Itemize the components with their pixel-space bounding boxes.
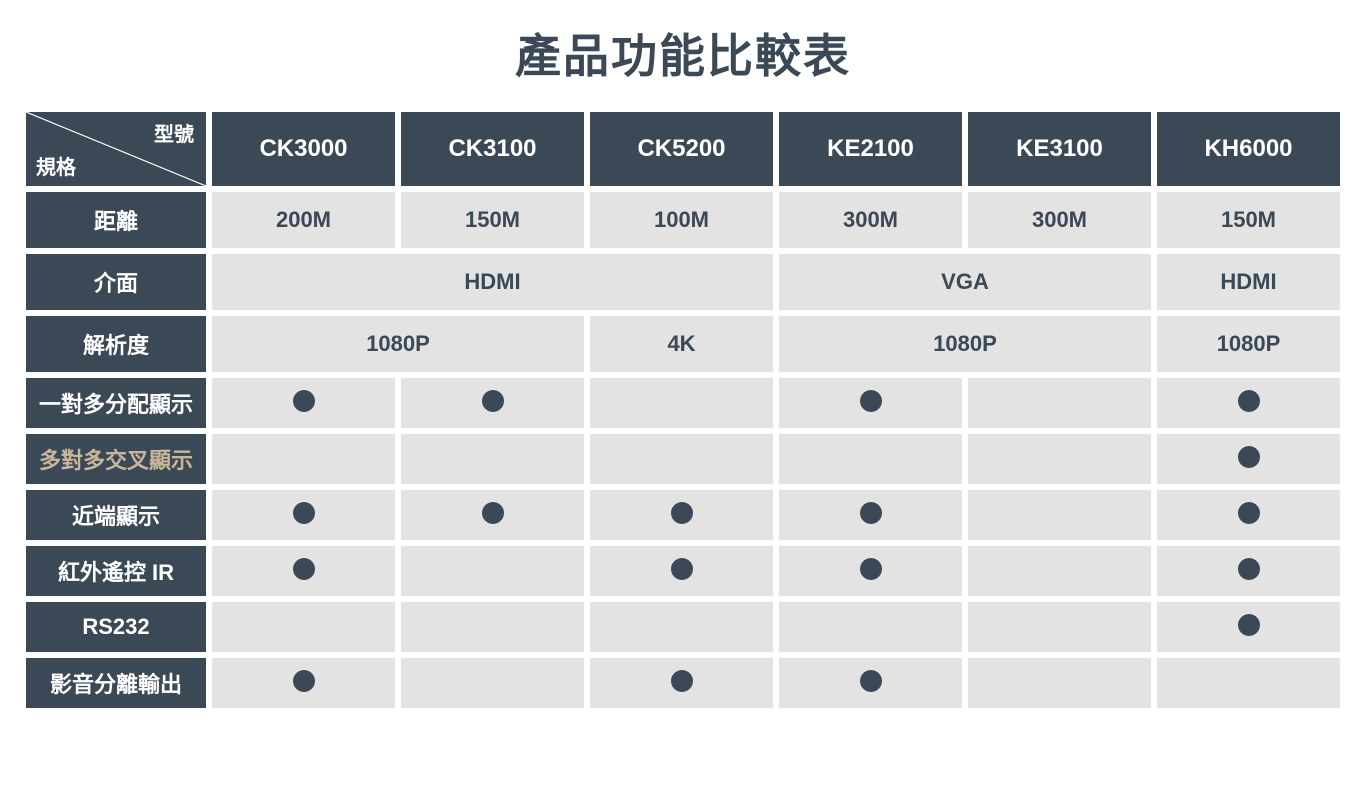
spec-label: 解析度 — [26, 316, 206, 372]
feature-cell — [590, 434, 773, 484]
feature-cell — [779, 602, 962, 652]
feature-dot-icon — [1238, 446, 1260, 468]
feature-dot-icon — [293, 558, 315, 580]
spec-value: 4K — [590, 316, 773, 372]
feature-cell — [1157, 378, 1340, 428]
feature-cell — [401, 602, 584, 652]
feature-cell — [590, 546, 773, 596]
feature-cell — [590, 602, 773, 652]
feature-cell — [968, 490, 1151, 540]
header-row: 型號規格CK3000CK3100CK5200KE2100KE3100KH6000 — [26, 112, 1340, 186]
feature-cell — [401, 434, 584, 484]
feature-dot-icon — [860, 390, 882, 412]
feature-label: 紅外遙控 IR — [26, 546, 206, 596]
spec-value: 300M — [779, 192, 962, 248]
spec-row: 解析度1080P4K1080P1080P — [26, 316, 1340, 372]
feature-cell — [212, 378, 395, 428]
feature-cell — [590, 378, 773, 428]
spec-value: 100M — [590, 192, 773, 248]
feature-cell — [779, 434, 962, 484]
model-header: CK3100 — [401, 112, 584, 186]
page: 產品功能比較表 型號規格CK3000CK3100CK5200KE2100KE31… — [0, 0, 1366, 734]
spec-value: 1080P — [1157, 316, 1340, 372]
spec-value: 1080P — [212, 316, 584, 372]
feature-row: 近端顯示 — [26, 490, 1340, 540]
spec-value: HDMI — [212, 254, 773, 310]
feature-dot-icon — [860, 502, 882, 524]
spec-value: VGA — [779, 254, 1151, 310]
feature-dot-icon — [1238, 558, 1260, 580]
feature-dot-icon — [671, 670, 693, 692]
feature-dot-icon — [671, 502, 693, 524]
feature-dot-icon — [293, 502, 315, 524]
feature-dot-icon — [1238, 390, 1260, 412]
spec-value: 200M — [212, 192, 395, 248]
feature-cell — [590, 490, 773, 540]
feature-row: 紅外遙控 IR — [26, 546, 1340, 596]
model-header: CK5200 — [590, 112, 773, 186]
comparison-table: 型號規格CK3000CK3100CK5200KE2100KE3100KH6000… — [20, 106, 1346, 714]
feature-dot-icon — [293, 670, 315, 692]
feature-cell — [779, 546, 962, 596]
feature-dot-icon — [860, 670, 882, 692]
feature-cell — [779, 378, 962, 428]
feature-cell — [401, 378, 584, 428]
feature-cell — [968, 546, 1151, 596]
feature-cell — [968, 602, 1151, 652]
corner-top-label: 型號 — [154, 118, 194, 147]
feature-cell — [590, 658, 773, 708]
feature-cell — [1157, 490, 1340, 540]
model-header: KE2100 — [779, 112, 962, 186]
feature-label: 影音分離輸出 — [26, 658, 206, 708]
feature-dot-icon — [293, 390, 315, 412]
feature-row: 一對多分配顯示 — [26, 378, 1340, 428]
feature-label: RS232 — [26, 602, 206, 652]
model-header: KE3100 — [968, 112, 1151, 186]
spec-value: 150M — [401, 192, 584, 248]
feature-cell — [212, 490, 395, 540]
feature-cell — [401, 658, 584, 708]
spec-label: 距離 — [26, 192, 206, 248]
feature-cell — [779, 658, 962, 708]
feature-label: 一對多分配顯示 — [26, 378, 206, 428]
corner-bottom-label: 規格 — [36, 151, 76, 180]
feature-cell — [212, 546, 395, 596]
feature-cell — [1157, 434, 1340, 484]
feature-cell — [779, 490, 962, 540]
feature-cell — [968, 434, 1151, 484]
feature-cell — [1157, 658, 1340, 708]
spec-value: 150M — [1157, 192, 1340, 248]
spec-row: 距離200M150M100M300M300M150M — [26, 192, 1340, 248]
feature-cell — [968, 658, 1151, 708]
spec-value: 1080P — [779, 316, 1151, 372]
feature-cell — [1157, 602, 1340, 652]
page-title: 產品功能比較表 — [20, 20, 1346, 86]
spec-label: 介面 — [26, 254, 206, 310]
feature-dot-icon — [1238, 502, 1260, 524]
model-header: KH6000 — [1157, 112, 1340, 186]
feature-cell — [1157, 546, 1340, 596]
feature-row: 多對多交叉顯示 — [26, 434, 1340, 484]
feature-cell — [212, 658, 395, 708]
feature-row: 影音分離輸出 — [26, 658, 1340, 708]
feature-cell — [212, 602, 395, 652]
spec-value: 300M — [968, 192, 1151, 248]
feature-cell — [401, 490, 584, 540]
feature-dot-icon — [482, 390, 504, 412]
corner-cell: 型號規格 — [26, 112, 206, 186]
feature-label: 多對多交叉顯示 — [26, 434, 206, 484]
model-header: CK3000 — [212, 112, 395, 186]
feature-cell — [212, 434, 395, 484]
feature-dot-icon — [1238, 614, 1260, 636]
feature-dot-icon — [482, 502, 504, 524]
spec-value: HDMI — [1157, 254, 1340, 310]
feature-dot-icon — [671, 558, 693, 580]
feature-cell — [968, 378, 1151, 428]
feature-cell — [401, 546, 584, 596]
spec-row: 介面HDMIVGAHDMI — [26, 254, 1340, 310]
feature-label: 近端顯示 — [26, 490, 206, 540]
feature-row: RS232 — [26, 602, 1340, 652]
feature-dot-icon — [860, 558, 882, 580]
